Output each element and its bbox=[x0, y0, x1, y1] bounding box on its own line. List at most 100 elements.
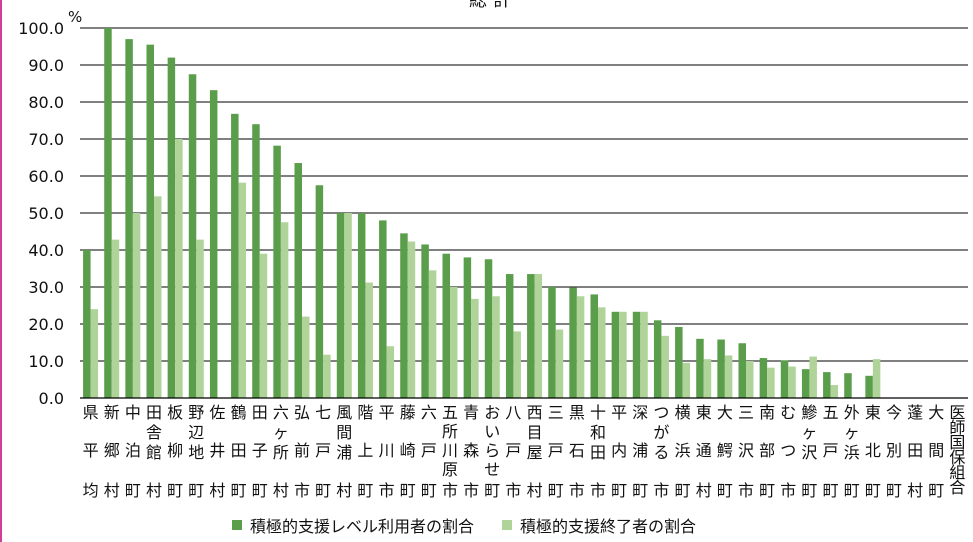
bar-completion bbox=[259, 253, 268, 398]
bar-completion bbox=[767, 367, 775, 398]
y-tick-label: 50.0 bbox=[28, 204, 64, 223]
bar-completion bbox=[323, 354, 331, 398]
bar-completion bbox=[154, 196, 162, 398]
legend-item-completion: 積極的支援終了者の割合 bbox=[502, 513, 696, 537]
bar-completion bbox=[90, 309, 99, 398]
y-tick-label: 10.0 bbox=[28, 352, 64, 371]
y-tick-label: 60.0 bbox=[28, 167, 64, 186]
bar-completion bbox=[746, 361, 754, 398]
bar-usage bbox=[400, 233, 408, 398]
x-tick-label: 佐井村 bbox=[209, 403, 225, 500]
y-axis-unit: % bbox=[68, 8, 82, 26]
bar-usage bbox=[844, 373, 852, 398]
bar-completion bbox=[196, 239, 204, 398]
x-tick-label: 新郷村 bbox=[104, 403, 120, 500]
bar-completion bbox=[450, 287, 458, 398]
y-tick-label: 40.0 bbox=[28, 241, 64, 260]
bar-completion bbox=[428, 270, 437, 398]
x-tick-label: 西目屋村 bbox=[527, 403, 543, 500]
bar-completion bbox=[534, 274, 543, 398]
bar-usage bbox=[421, 244, 429, 398]
y-tick-label: 20.0 bbox=[28, 315, 64, 334]
bar-usage bbox=[83, 250, 91, 398]
y-tick-label: 80.0 bbox=[28, 93, 64, 112]
x-tick-label: 鰺ヶ沢町 bbox=[801, 403, 817, 500]
bar-completion bbox=[132, 213, 141, 398]
bar-usage bbox=[780, 360, 789, 398]
bar-usage bbox=[738, 343, 746, 398]
x-tick-label: 大鰐町 bbox=[717, 403, 733, 500]
x-tick-label: 蓬田村 bbox=[907, 403, 923, 500]
bar-usage bbox=[167, 57, 176, 398]
x-tick-label: つがる市 bbox=[653, 403, 669, 500]
bar-usage bbox=[379, 220, 387, 398]
bar-completion bbox=[492, 296, 500, 398]
bar-usage bbox=[590, 294, 598, 398]
bar-usage bbox=[801, 369, 810, 398]
legend-swatch-usage bbox=[232, 520, 242, 530]
chart-legend: 積極的支援レベル利用者の割合 積極的支援終了者の割合 bbox=[232, 514, 724, 536]
x-tick-label: 中泊町 bbox=[125, 403, 141, 500]
bar-usage bbox=[675, 326, 683, 398]
y-tick-label: 90.0 bbox=[28, 56, 64, 75]
bar-usage bbox=[104, 28, 112, 398]
y-tick-label: 70.0 bbox=[28, 130, 64, 149]
bar-completion bbox=[513, 331, 521, 398]
bar-usage bbox=[463, 257, 472, 398]
bar-completion bbox=[471, 298, 479, 398]
bar-usage bbox=[696, 338, 704, 398]
x-tick-label: 藤崎町 bbox=[400, 403, 416, 500]
bar-usage bbox=[759, 358, 768, 398]
bar-usage bbox=[484, 259, 493, 398]
bar-usage bbox=[188, 74, 197, 398]
bar-completion bbox=[344, 213, 352, 398]
x-tick-label: 六戸町 bbox=[421, 403, 437, 500]
x-tick-label: 大間町 bbox=[928, 403, 944, 500]
bar-usage bbox=[442, 253, 450, 398]
x-tick-label: 八戸市 bbox=[505, 403, 521, 500]
bar-completion bbox=[555, 329, 564, 398]
bar-completion bbox=[703, 359, 712, 398]
legend-swatch-completion bbox=[502, 520, 513, 530]
x-tick-label: 東北町 bbox=[865, 403, 881, 500]
bar-completion bbox=[386, 346, 395, 398]
x-tick-label: 三沢市 bbox=[738, 403, 754, 500]
x-tick-label: 階上町 bbox=[357, 403, 373, 500]
bar-usage bbox=[315, 185, 324, 398]
x-tick-label: 田舎館村 bbox=[146, 403, 162, 500]
bar-completion bbox=[365, 282, 373, 398]
bar-completion bbox=[640, 311, 648, 398]
bar-usage bbox=[357, 213, 366, 398]
x-tick-label: 風間浦村 bbox=[336, 403, 352, 500]
x-tick-label: 田子町 bbox=[252, 403, 268, 500]
bar-chart: 総 計% 0.0 10.0 20.0 30.0 40.0 50.0 60.0 70.0 80.0 9… bbox=[18, 0, 968, 500]
bar-usage bbox=[336, 213, 345, 398]
bar-usage bbox=[823, 372, 831, 398]
bar-completion bbox=[175, 139, 183, 398]
x-tick-label: 五戸町 bbox=[823, 403, 839, 500]
y-tick-label: 0.0 bbox=[39, 389, 64, 408]
x-tick-label: 外ヶ浜町 bbox=[844, 403, 860, 500]
x-tick-label: 平内町 bbox=[611, 403, 627, 500]
bar-completion bbox=[280, 222, 289, 398]
x-tick-label: 野辺地町 bbox=[188, 403, 204, 500]
bar-completion bbox=[830, 385, 839, 398]
chart-title: 総 計 bbox=[469, 0, 511, 11]
x-tick-label: 青森市 bbox=[463, 403, 479, 500]
bar-completion bbox=[788, 366, 796, 398]
legend-label-usage: 積極的支援レベル利用者の割合 bbox=[250, 517, 475, 536]
x-tick-label: 弘前市 bbox=[294, 403, 310, 500]
bar-usage bbox=[146, 44, 154, 399]
bar-completion bbox=[661, 335, 669, 398]
bar-completion bbox=[619, 311, 627, 398]
bar-usage bbox=[125, 39, 133, 398]
bar-completion bbox=[872, 359, 881, 398]
frame-border bbox=[0, 0, 2, 542]
legend-item-usage: 積極的支援レベル利用者の割合 bbox=[232, 513, 474, 537]
bar-usage bbox=[632, 311, 641, 398]
x-tick-label: 鶴田町 bbox=[231, 403, 247, 500]
x-tick-label: 黒石市 bbox=[569, 403, 585, 500]
bar-usage bbox=[611, 311, 620, 398]
bar-completion bbox=[724, 355, 733, 398]
bar-completion bbox=[302, 316, 310, 398]
